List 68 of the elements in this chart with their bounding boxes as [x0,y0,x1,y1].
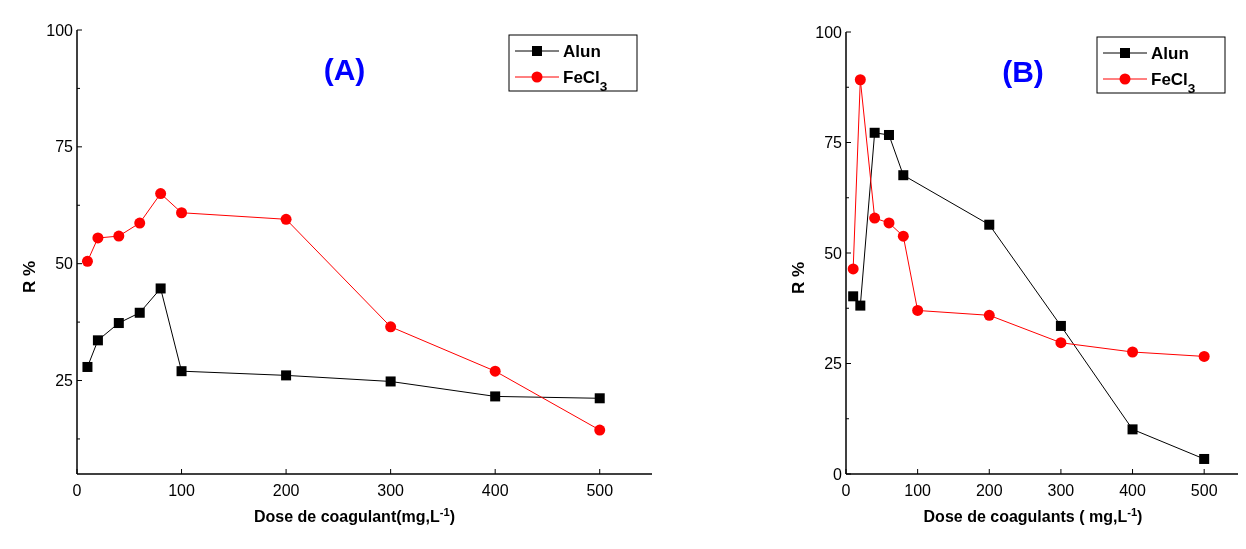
y-axis-title: R % [20,260,39,294]
y-tick-label: 0 [833,465,843,483]
point [594,393,605,404]
point [983,309,995,321]
y-tick-label: 25 [824,355,843,373]
legend-label: Alun [1151,43,1189,63]
point [883,217,895,229]
point [176,207,188,219]
point [92,232,104,244]
x-tick-label: 100 [904,482,932,499]
point [281,370,292,381]
point [155,283,166,294]
point [897,230,909,242]
y-tick-label: 50 [824,244,843,262]
point [1127,424,1138,435]
point [848,291,859,302]
y-tick-label: 50 [55,255,74,273]
point [385,321,397,333]
y-tick-label: 75 [824,134,843,152]
x-tick-label: 400 [481,482,509,499]
legend-label: FeCl$_{3}$ [563,67,608,94]
point [984,219,995,230]
text: (A) [323,53,366,86]
point [912,304,924,316]
y-tick-label: 75 [55,138,74,156]
y-tick-label: 25 [55,372,74,390]
point [1127,346,1139,358]
point [490,391,501,402]
x-tick-label: 200 [975,482,1003,499]
point [1198,350,1210,362]
point [113,230,125,242]
legend-label: Alun [563,41,601,61]
x-axis-title: Dose de coagulants ( mg,L$^{-1}$) [923,506,1143,525]
point [898,170,909,181]
point [1055,337,1067,349]
x-tick-label: 500 [1190,482,1218,499]
point [1055,320,1066,331]
point [155,188,167,200]
x-tick-label: 100 [168,482,195,499]
text: (B) [1002,55,1044,88]
point [134,307,145,318]
y-tick-label: 100 [815,23,843,41]
x-axis-title: Dose de coagulant(mg,L$^{-1}$) [253,506,456,525]
y-tick-label: 100 [46,21,74,39]
point [81,255,93,267]
point [1199,453,1210,464]
point [280,213,292,225]
point [489,365,501,377]
x-tick-label: 400 [1119,482,1146,499]
point [855,300,866,311]
point [385,376,396,387]
point [854,74,866,86]
x-tick-label: 200 [272,482,300,499]
point [82,361,93,372]
y-axis-title: R % [789,261,808,295]
x-tick-label: 300 [1047,482,1075,499]
point [883,129,894,140]
point [134,217,146,229]
point [847,263,859,275]
point [92,335,103,346]
point [594,424,606,436]
point [869,212,881,224]
x-tick-label: 500 [586,482,614,499]
point [869,127,880,138]
x-tick-label: 300 [377,482,405,499]
point [113,318,124,329]
point [176,366,187,377]
legend-label: FeCl$_{3}$ [1151,69,1196,96]
